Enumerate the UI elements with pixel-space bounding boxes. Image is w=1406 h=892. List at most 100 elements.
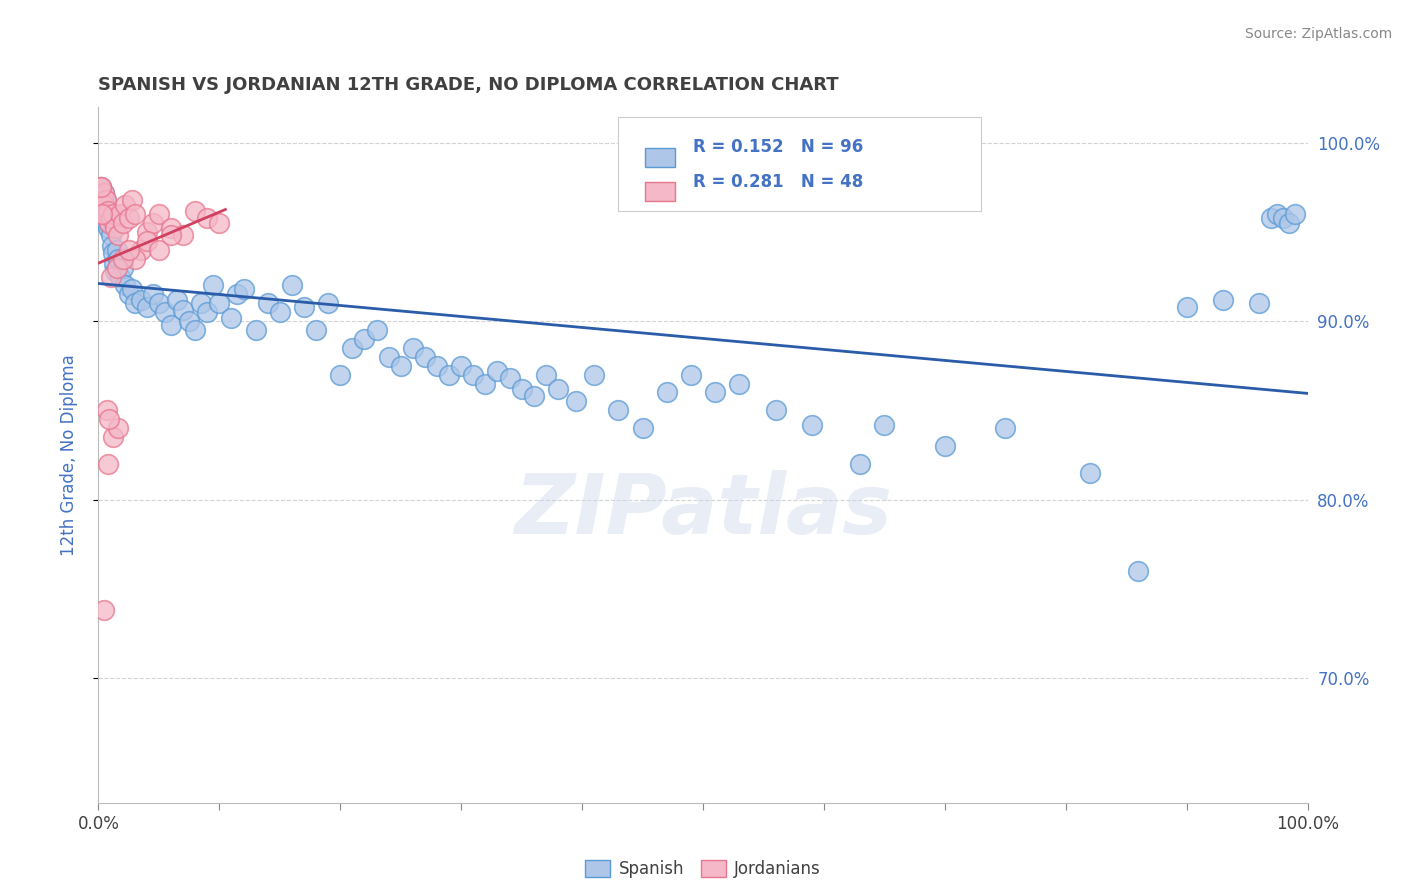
Point	[129, 293, 152, 307]
Point	[91, 193, 114, 207]
Point	[90, 180, 112, 194]
Point	[96, 211, 118, 225]
Point	[463, 368, 485, 382]
Point	[98, 412, 121, 426]
Point	[111, 260, 134, 275]
Point	[101, 430, 124, 444]
Point	[160, 228, 183, 243]
Point	[107, 228, 129, 243]
Point	[160, 318, 183, 332]
Point	[91, 198, 114, 212]
Point	[498, 371, 520, 385]
Text: R = 0.152   N = 96: R = 0.152 N = 96	[693, 138, 863, 156]
Point	[269, 305, 291, 319]
Point	[91, 207, 114, 221]
Point	[121, 282, 143, 296]
Point	[97, 207, 120, 221]
Point	[728, 376, 751, 391]
Point	[179, 314, 201, 328]
Legend: Spanish, Jordanians: Spanish, Jordanians	[578, 854, 828, 885]
Point	[105, 260, 128, 275]
Point	[1212, 293, 1234, 307]
Point	[91, 207, 114, 221]
Point	[849, 457, 872, 471]
Point	[184, 203, 207, 218]
Point	[98, 216, 121, 230]
Point	[226, 287, 249, 301]
Point	[1272, 211, 1295, 225]
Point	[107, 421, 129, 435]
Point	[402, 341, 425, 355]
Point	[565, 394, 588, 409]
Point	[124, 296, 146, 310]
Point	[100, 228, 122, 243]
Point	[104, 264, 127, 278]
Point	[184, 323, 207, 337]
Point	[221, 310, 243, 325]
Point	[90, 180, 112, 194]
Point	[232, 282, 254, 296]
Point	[94, 193, 117, 207]
Point	[413, 350, 436, 364]
Point	[172, 303, 194, 318]
Point	[1284, 207, 1306, 221]
Point	[366, 323, 388, 337]
Point	[292, 300, 315, 314]
Point	[1267, 207, 1289, 221]
Point	[148, 296, 170, 310]
Point	[704, 385, 727, 400]
Point	[994, 421, 1017, 435]
Y-axis label: 12th Grade, No Diploma: 12th Grade, No Diploma	[59, 354, 77, 556]
Point	[329, 368, 352, 382]
Point	[121, 193, 143, 207]
Point	[583, 368, 606, 382]
Point	[1249, 296, 1271, 310]
Point	[426, 359, 449, 373]
Point	[91, 189, 114, 203]
Point	[93, 186, 115, 200]
Point	[486, 364, 509, 378]
Point	[91, 193, 114, 207]
Point	[353, 332, 375, 346]
Point	[135, 300, 157, 314]
Point	[101, 246, 124, 260]
Point	[89, 193, 111, 207]
Point	[474, 376, 496, 391]
Text: ZIPatlas: ZIPatlas	[515, 470, 891, 551]
Point	[93, 603, 115, 617]
Point	[534, 368, 557, 382]
Point	[108, 207, 131, 221]
Point	[437, 368, 460, 382]
Point	[97, 457, 120, 471]
Point	[607, 403, 630, 417]
Point	[90, 180, 112, 194]
Point	[89, 189, 111, 203]
Point	[547, 382, 569, 396]
Point	[129, 243, 152, 257]
Point	[101, 207, 124, 221]
Point	[245, 323, 267, 337]
FancyBboxPatch shape	[645, 147, 675, 167]
Point	[208, 296, 231, 310]
FancyBboxPatch shape	[619, 118, 981, 211]
Point	[90, 186, 112, 200]
Point	[91, 198, 114, 212]
Point	[166, 293, 188, 307]
Point	[142, 287, 165, 301]
Point	[90, 186, 112, 200]
Point	[765, 403, 787, 417]
Point	[135, 225, 157, 239]
Point	[94, 216, 117, 230]
Point	[195, 211, 218, 225]
Point	[160, 221, 183, 235]
Point	[172, 228, 194, 243]
Point	[103, 257, 125, 271]
Point	[104, 221, 127, 235]
Point	[655, 385, 678, 400]
Point	[510, 382, 533, 396]
Text: Source: ZipAtlas.com: Source: ZipAtlas.com	[1244, 27, 1392, 41]
Point	[100, 269, 122, 284]
Point	[450, 359, 472, 373]
Point	[94, 193, 117, 207]
Point	[873, 417, 896, 432]
